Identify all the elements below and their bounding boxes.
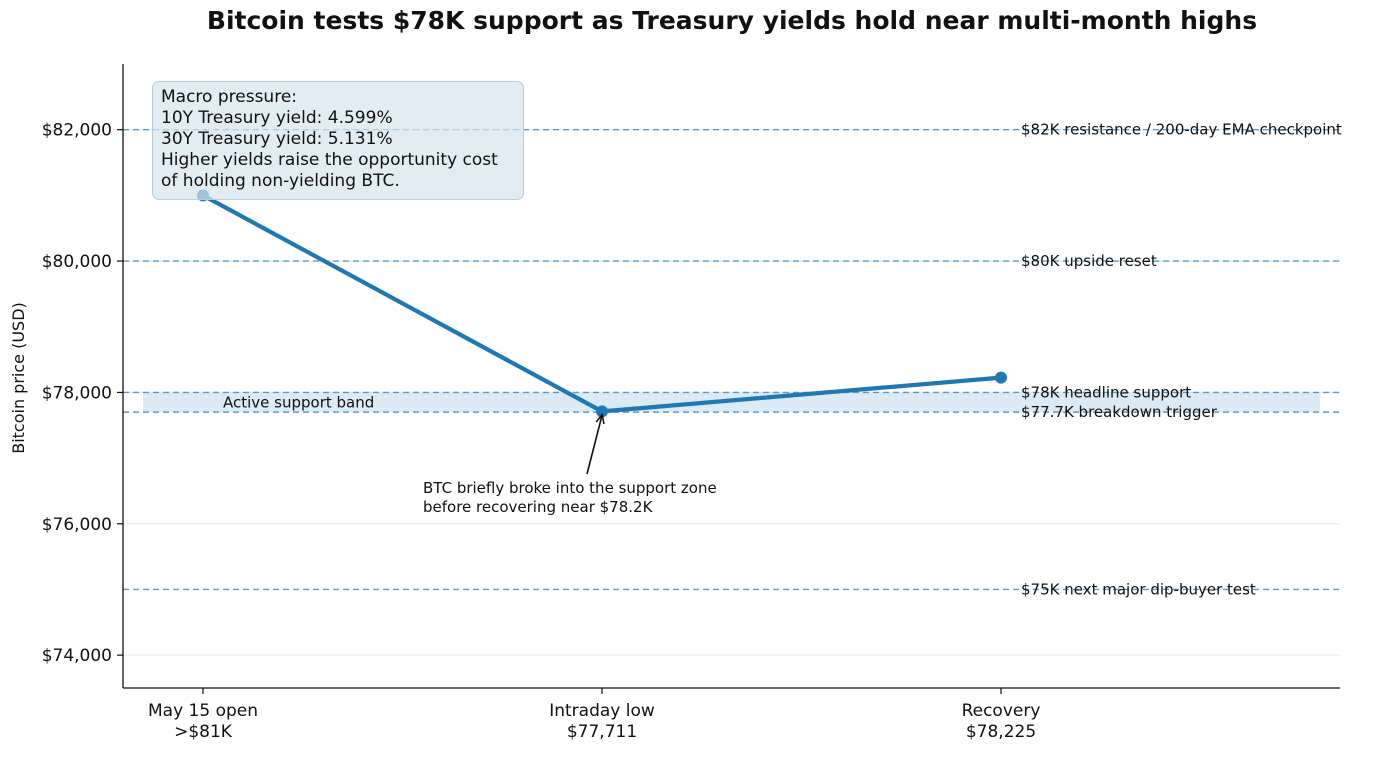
x-tick-label: Recovery [962, 701, 1041, 721]
reference-line-label: $80K upside reset [1021, 252, 1157, 270]
reference-line-label: $75K next major dip-buyer test [1021, 580, 1256, 598]
y-tick-label: $80,000 [42, 252, 112, 272]
series-line [200, 193, 1004, 414]
macro-line-4: Higher yields raise the opportunity cost [161, 150, 498, 170]
x-tick-label: Intraday low [549, 701, 655, 721]
annotation-text: BTC briefly broke into the support zone [423, 479, 717, 497]
y-tick-label: $74,000 [42, 646, 112, 666]
annotation-text: before recovering near $78.2K [423, 498, 654, 516]
reference-line-label: $82K resistance / 200-day EMA checkpoint [1021, 121, 1342, 139]
x-tick-label: $78,225 [966, 722, 1036, 742]
reference-line-label: $77.7K breakdown trigger [1021, 403, 1218, 421]
x-tick-label: May 15 open [148, 701, 258, 721]
y-tick-label: $82,000 [42, 121, 112, 141]
macro-pressure-box: Macro pressure: 10Y Treasury yield: 4.59… [152, 81, 524, 200]
annotation-arrow [586, 415, 602, 475]
data-point [995, 371, 1007, 384]
y-axis-label: Bitcoin price (USD) [9, 302, 28, 454]
y-tick-label: $76,000 [42, 515, 112, 535]
support-band-label: Active support band [223, 393, 374, 411]
chart-title: Bitcoin tests $78K support as Treasury y… [206, 6, 1258, 35]
x-tick-label: $77,711 [567, 722, 637, 742]
macro-line-2: 10Y Treasury yield: 4.599% [161, 108, 393, 128]
reference-line-label: $78K headline support [1021, 383, 1191, 401]
macro-line-1: Macro pressure: [161, 87, 298, 107]
macro-line-3: 30Y Treasury yield: 5.131% [161, 129, 393, 149]
macro-line-5: of holding non-yielding BTC. [161, 171, 400, 191]
x-tick-label: >$81K [174, 722, 233, 742]
y-tick-label: $78,000 [42, 383, 112, 403]
